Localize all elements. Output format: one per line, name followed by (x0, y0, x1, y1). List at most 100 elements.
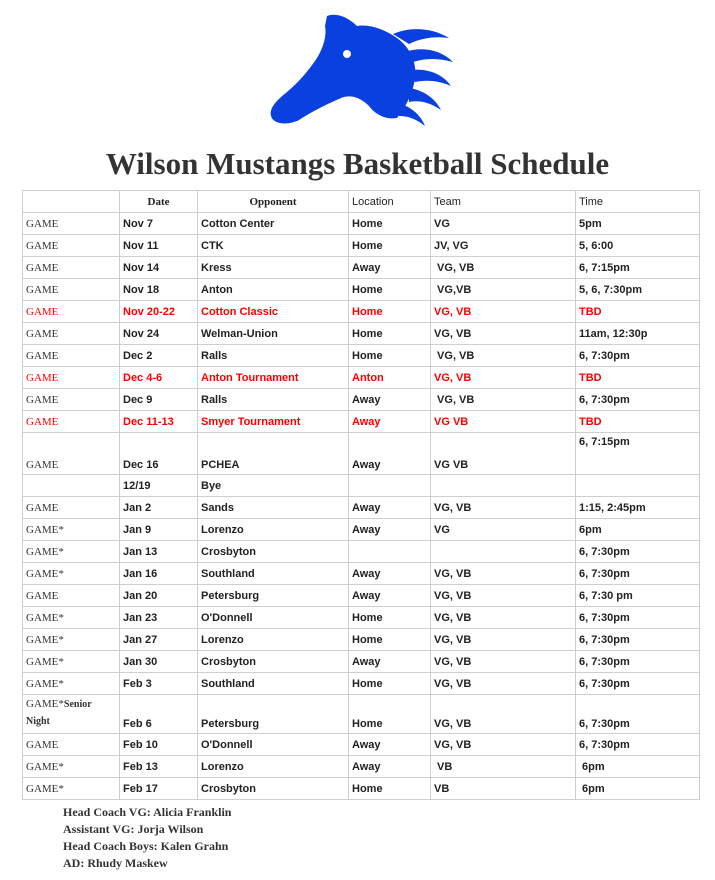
table-row: GAME* Jan 16 Southland Away VG, VB 6, 7:30pm (22, 562, 700, 585)
staff-line: Head Coach Boys: Kalen Grahn (63, 839, 229, 853)
cell-team: VG, VB (430, 496, 576, 519)
cell-time: 5, 6, 7:30pm (575, 278, 700, 301)
cell-team: VG, VB (430, 256, 576, 279)
table-row: GAME* Jan 9 Lorenzo Away VG 6pm (22, 518, 700, 541)
table-row: GAME Jan 2 Sands Away VG, VB 1:15, 2:45pm (22, 496, 700, 519)
table-row: GAME Nov 24 Welman-Union Home VG, VB 11am, 12… (22, 322, 700, 345)
cell-location (348, 474, 431, 497)
cell-location: Away (348, 432, 431, 475)
cell-team: VG (430, 518, 576, 541)
cell-date: Feb 10 (119, 733, 198, 756)
cell-date: Jan 2 (119, 496, 198, 519)
header-team: Team (430, 190, 576, 213)
cell-team: VG, VB (430, 388, 576, 411)
cell-date: Feb 3 (119, 672, 198, 695)
table-row: GAME Nov 11 CTK Home JV, VG 5, 6:00 (22, 234, 700, 257)
cell-time: 6, 7:30pm (575, 606, 700, 629)
cell-location: Away (348, 388, 431, 411)
cell-time: 6, 7:30pm (575, 694, 700, 734)
cell-team: VB (430, 777, 576, 800)
cell-type: GAME (22, 300, 120, 323)
table-row: GAME* Jan 30 Crosbyton Away VG, VB 6, 7:30pm (22, 650, 700, 673)
cell-date: Nov 11 (119, 234, 198, 257)
cell-location: Home (348, 606, 431, 629)
cell-type: GAME*Senior Night (22, 694, 120, 734)
cell-opponent: Cotton Classic (197, 300, 349, 323)
cell-date: 12/19 (119, 474, 198, 497)
cell-opponent: Crosbyton (197, 540, 349, 563)
cell-date: Jan 20 (119, 584, 198, 607)
cell-team (430, 474, 576, 497)
cell-team: JV, VG (430, 234, 576, 257)
cell-type: GAME (22, 322, 120, 345)
cell-type: GAME* (22, 518, 120, 541)
staff-line: Assistant VG: Jorja Wilson (63, 822, 204, 836)
cell-type: GAME* (22, 540, 120, 563)
table-row: GAME Nov 20-22 Cotton Classic Home VG, VB TBD (22, 300, 700, 323)
cell-type: GAME* (22, 755, 120, 778)
cell-team: VG, VB (430, 366, 576, 389)
cell-time: 6pm (575, 777, 700, 800)
cell-type: GAME (22, 256, 120, 279)
cell-type: GAME (22, 234, 120, 257)
table-row: GAME Nov 14 Kress Away VG, VB 6, 7:15pm (22, 256, 700, 279)
cell-date: Nov 14 (119, 256, 198, 279)
cell-type: GAME (22, 733, 120, 756)
cell-team: VG, VB (430, 322, 576, 345)
cell-location: Away (348, 518, 431, 541)
game-note: Senior Night (26, 699, 92, 727)
cell-type (22, 474, 120, 497)
cell-time: 6, 7:30pm (575, 540, 700, 563)
cell-team: VG, VB (430, 562, 576, 585)
cell-date: Dec 11-13 (119, 410, 198, 433)
cell-date: Nov 24 (119, 322, 198, 345)
cell-location: Home (348, 344, 431, 367)
table-row: GAME Dec 2 Ralls Home VG, VB 6, 7:30pm (22, 344, 700, 367)
table-header-row: Date Opponent Location Team Time (22, 190, 700, 213)
table-row: 12/19 Bye (22, 474, 700, 497)
cell-time: 6pm (575, 755, 700, 778)
mustang-logo (270, 14, 453, 126)
cell-location: Away (348, 256, 431, 279)
cell-team: VG, VB (430, 672, 576, 695)
cell-time: 6pm (575, 518, 700, 541)
table-row: GAME Dec 4-6 Anton Tournament Anton VG, VB TB… (22, 366, 700, 389)
cell-opponent: Bye (197, 474, 349, 497)
cell-team: VG, VB (430, 300, 576, 323)
cell-date: Feb 17 (119, 777, 198, 800)
cell-opponent: Sands (197, 496, 349, 519)
cell-team: VG, VB (430, 344, 576, 367)
cell-location: Home (348, 322, 431, 345)
cell-time: TBD (575, 366, 700, 389)
cell-date: Feb 13 (119, 755, 198, 778)
staff-line: Head Coach VG: Alicia Franklin (63, 805, 232, 819)
table-row: GAME*Senior Night Feb 6 Petersburg Home VG, … (22, 694, 700, 734)
cell-time: 1:15, 2:45pm (575, 496, 700, 519)
cell-time: 6, 7:30pm (575, 672, 700, 695)
table-row: GAME Dec 9 Ralls Away VG, VB 6, 7:30pm (22, 388, 700, 411)
cell-time: 6, 7:30pm (575, 344, 700, 367)
cell-location: Home (348, 234, 431, 257)
cell-opponent: Cotton Center (197, 212, 349, 235)
header-time: Time (575, 190, 700, 213)
cell-date: Jan 23 (119, 606, 198, 629)
table-row: GAME Nov 7 Cotton Center Home VG 5pm (22, 212, 700, 235)
cell-type: GAME (22, 366, 120, 389)
cell-type: GAME (22, 388, 120, 411)
cell-time: 6, 7:15pm (575, 432, 700, 475)
cell-opponent: Smyer Tournament (197, 410, 349, 433)
cell-team: VB (430, 755, 576, 778)
cell-opponent: Southland (197, 562, 349, 585)
cell-date: Nov 18 (119, 278, 198, 301)
cell-date: Jan 30 (119, 650, 198, 673)
cell-type: GAME (22, 212, 120, 235)
table-row: GAME* Jan 23 O'Donnell Home VG, VB 6, 7:30pm (22, 606, 700, 629)
cell-opponent: Crosbyton (197, 777, 349, 800)
cell-location: Away (348, 650, 431, 673)
cell-opponent: Petersburg (197, 584, 349, 607)
cell-team: VG, VB (430, 606, 576, 629)
cell-opponent: PCHEA (197, 432, 349, 475)
cell-location (348, 540, 431, 563)
cell-type: GAME (22, 496, 120, 519)
cell-opponent: Welman-Union (197, 322, 349, 345)
